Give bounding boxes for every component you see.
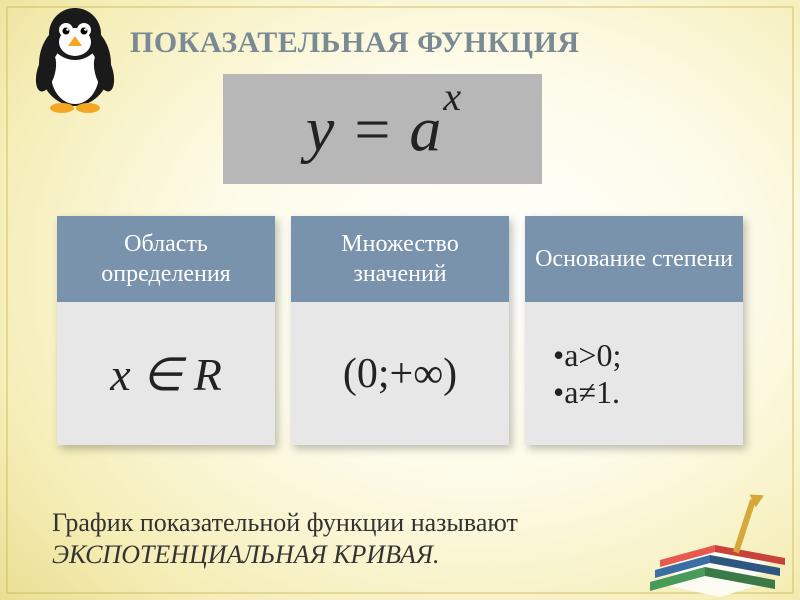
math-expression: (0;+∞) xyxy=(343,350,457,398)
formula-exponent: x xyxy=(443,74,461,119)
property-cards: Область определения x ∈ R Множество знач… xyxy=(57,216,743,445)
page-title: ПОКАЗАТЕЛЬНАЯ ФУНКЦИЯ xyxy=(130,26,580,60)
footer-line-1: График показательной функции называют xyxy=(52,508,518,538)
card-header: Область определения xyxy=(57,216,275,302)
card-header: Основание степени xyxy=(525,216,743,302)
card-body: (0;+∞) xyxy=(291,302,509,445)
card-base: Основание степени •a>0; •a≠1. xyxy=(525,216,743,445)
penguin-mascot-icon xyxy=(28,4,122,114)
footer-line-2: ЭКСПОТЕНЦИАЛЬНАЯ КРИВАЯ. xyxy=(52,540,439,570)
formula-box: y = ax xyxy=(223,74,542,184)
books-icon xyxy=(630,470,800,600)
bullet-line: •a>0; xyxy=(553,337,621,374)
card-range: Множество значений (0;+∞) xyxy=(291,216,509,445)
bullet-line: •a≠1. xyxy=(553,374,620,411)
card-domain: Область определения x ∈ R xyxy=(57,216,275,445)
formula-base: y = a xyxy=(306,94,442,165)
card-body: x ∈ R xyxy=(57,302,275,445)
math-expression: x ∈ R xyxy=(110,347,222,401)
card-header: Множество значений xyxy=(291,216,509,302)
card-body: •a>0; •a≠1. xyxy=(525,302,743,445)
formula-text: y = ax xyxy=(306,91,459,166)
